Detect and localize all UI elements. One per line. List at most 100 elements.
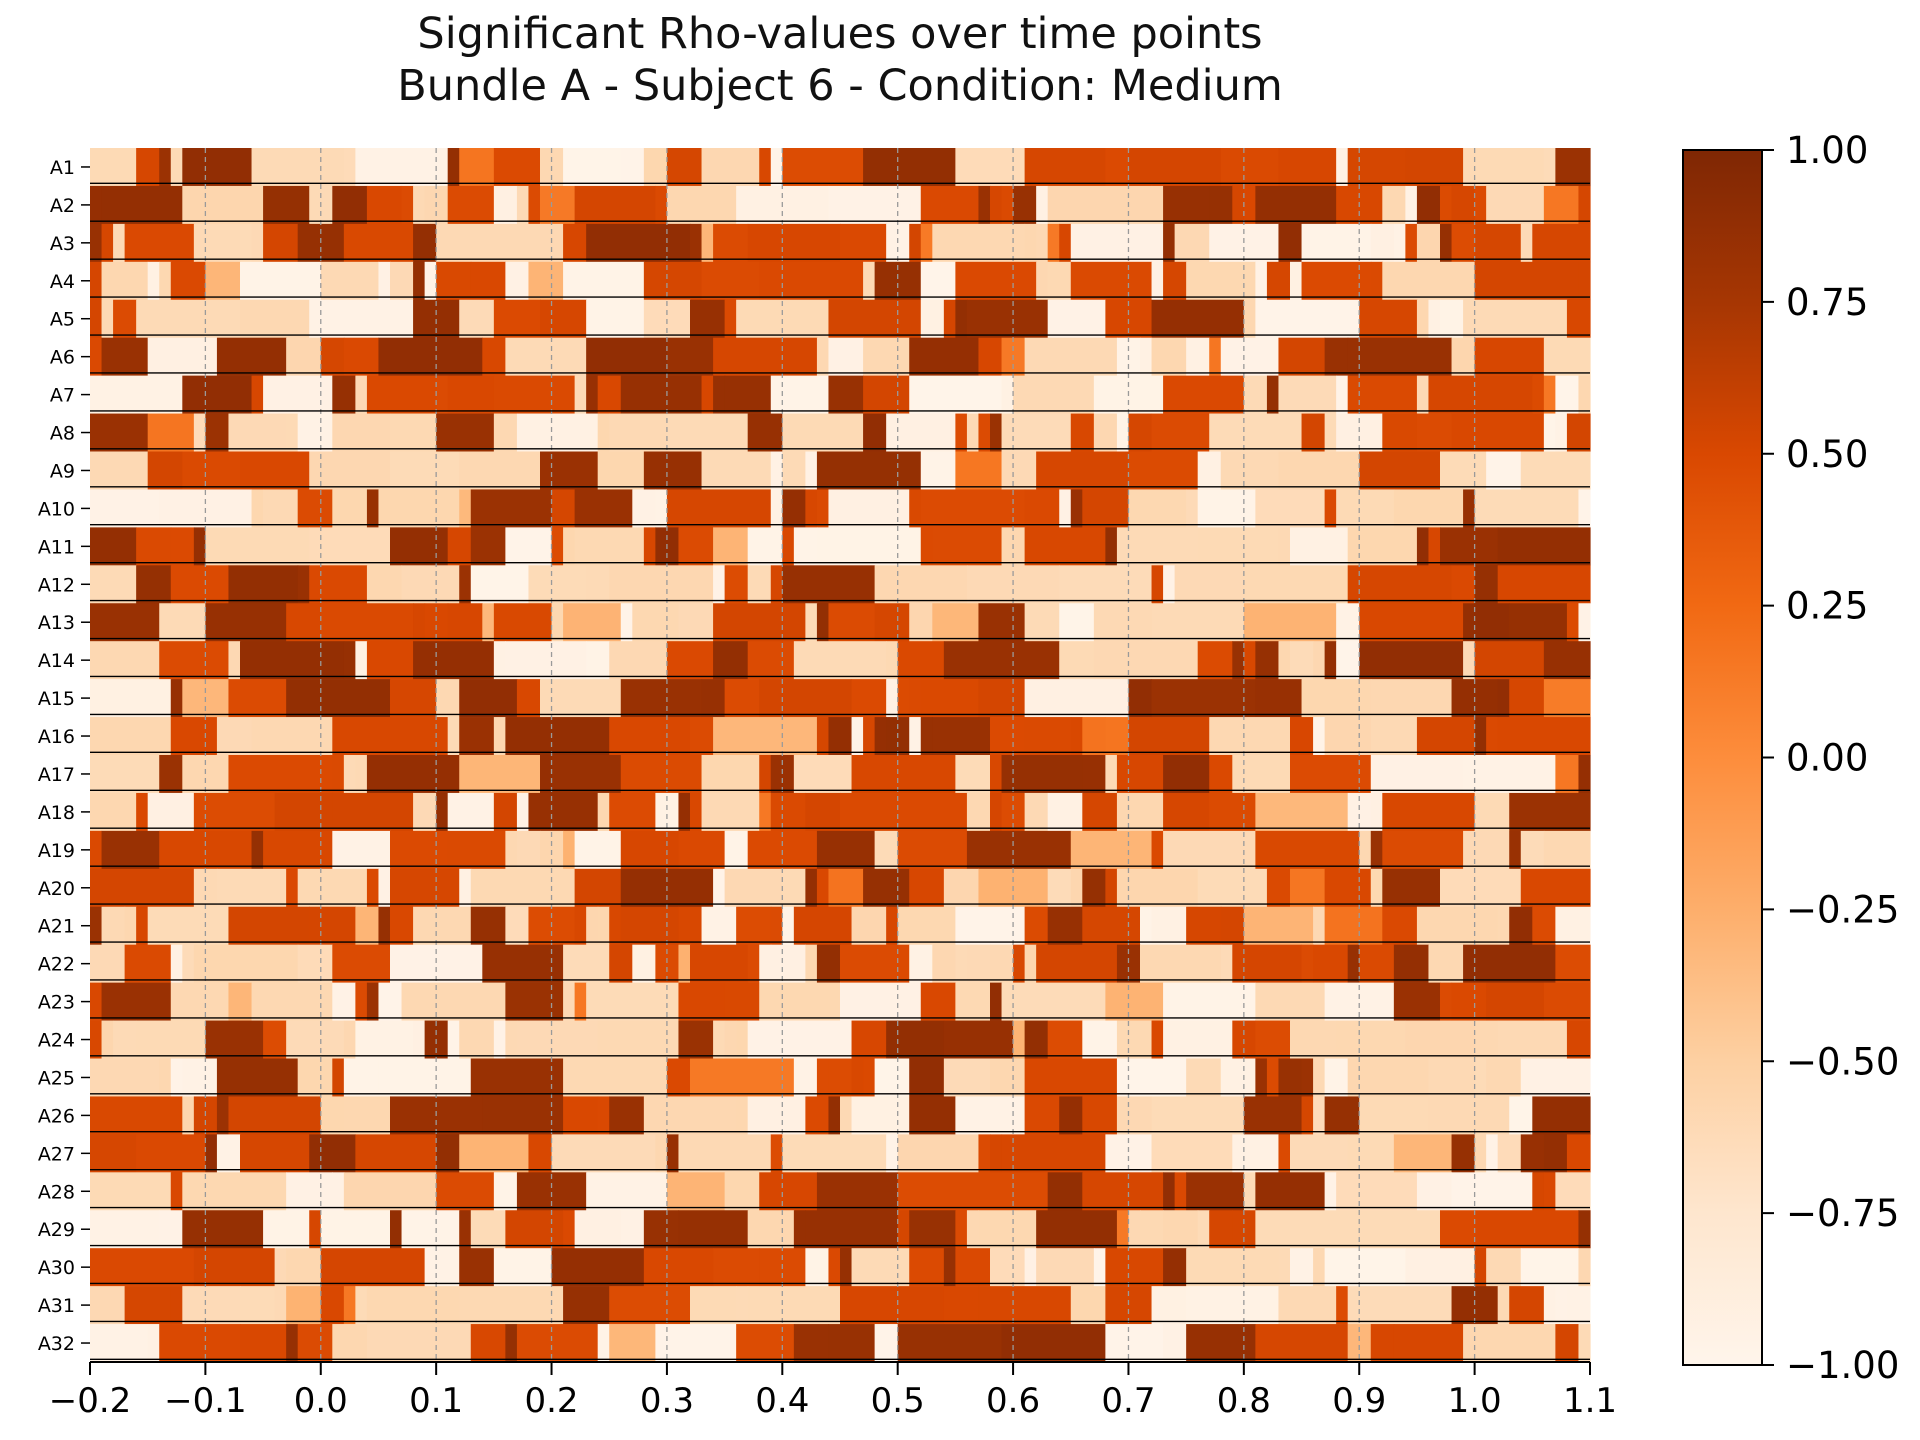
- heatmap-cell: [701, 375, 714, 414]
- heatmap-cell: [955, 1210, 968, 1249]
- heatmap-cell: [1243, 185, 1256, 225]
- heatmap-cell: [1428, 375, 1533, 414]
- heatmap-cell: [1486, 1058, 1522, 1097]
- x-tick-label: 0.4: [755, 1381, 809, 1421]
- heatmap-cell: [1405, 1020, 1476, 1059]
- heatmap-cell: [713, 223, 749, 263]
- heatmap-cell: [563, 223, 587, 263]
- heatmap-cell: [828, 299, 922, 338]
- heatmap-cell: [1347, 792, 1372, 832]
- heatmap-cell: [274, 1248, 287, 1287]
- heatmap-cell: [816, 603, 830, 642]
- heatmap-cell: [966, 944, 991, 983]
- heatmap-cell: [1036, 451, 1130, 490]
- heatmap-cell: [1036, 1248, 1095, 1287]
- heatmap-cell: [1151, 565, 1164, 604]
- heatmap-cell: [1220, 944, 1233, 983]
- heatmap-cell: [759, 261, 864, 301]
- heatmap-cell: [332, 792, 414, 832]
- heatmap-cell: [701, 261, 760, 301]
- heatmap-cell: [1255, 679, 1303, 718]
- heatmap-cell: [286, 1248, 322, 1287]
- heatmap-cell: [563, 261, 645, 301]
- heatmap-cell: [1047, 1020, 1083, 1059]
- heatmap-cell: [805, 1096, 830, 1135]
- heatmap-cell: [1497, 717, 1591, 756]
- heatmap-cell: [1486, 1134, 1499, 1173]
- heatmap-cell: [1024, 489, 1060, 528]
- heatmap-cell: [1024, 337, 1118, 376]
- heatmap-cell: [309, 299, 414, 338]
- heatmap-cell: [1347, 375, 1418, 414]
- heatmap-cell: [505, 337, 587, 376]
- heatmap-cell: [1116, 792, 1164, 832]
- heatmap-cell: [920, 717, 933, 756]
- heatmap-cell: [1405, 148, 1464, 187]
- heatmap-cell: [620, 755, 703, 794]
- heatmap-cell: [1163, 1248, 1187, 1287]
- heatmap-cell: [747, 944, 760, 983]
- heatmap-cell: [1116, 944, 1141, 983]
- heatmap-cell: [1186, 489, 1199, 528]
- heatmap-cell: [620, 679, 703, 718]
- heatmap-cell: [897, 489, 910, 528]
- heatmap-cell: [251, 717, 333, 756]
- heatmap-cell: [966, 413, 980, 452]
- heatmap-cell: [1209, 792, 1256, 832]
- heatmap-cell: [159, 261, 172, 301]
- heatmap-cell: [505, 1210, 564, 1249]
- heatmap-cell: [1555, 944, 1591, 983]
- heatmap-cell: [101, 906, 126, 945]
- heatmap-cell: [851, 755, 956, 794]
- heatmap-cell: [770, 148, 783, 187]
- heatmap-cell: [1116, 1058, 1187, 1097]
- heatmap-cell: [1116, 1096, 1153, 1135]
- heatmap-cell: [816, 337, 830, 376]
- heatmap-cell: [516, 679, 541, 718]
- heatmap-cell: [1555, 755, 1580, 794]
- heatmap-cell: [493, 299, 541, 338]
- heatmap-cell: [1128, 148, 1222, 187]
- heatmap-cell: [540, 185, 576, 225]
- heatmap-cell: [863, 868, 910, 908]
- heatmap-cell: [1116, 868, 1199, 908]
- heatmap-cell: [1232, 1134, 1280, 1173]
- heatmap-cell: [1509, 1286, 1545, 1325]
- heatmap-cell: [1543, 982, 1591, 1021]
- heatmap-cell: [713, 868, 726, 908]
- heatmap-cell: [170, 261, 206, 301]
- heatmap-cell: [1578, 755, 1591, 794]
- heatmap-cell: [690, 223, 703, 263]
- heatmap-cell: [1497, 565, 1591, 604]
- heatmap-cell: [1163, 261, 1187, 301]
- heatmap-cell: [955, 944, 968, 983]
- heatmap-cell: [805, 792, 841, 832]
- heatmap-cell: [828, 375, 864, 414]
- y-tick-label: A18: [38, 802, 75, 824]
- heatmap-cell: [759, 944, 772, 983]
- heatmap-cell: [574, 1210, 622, 1249]
- x-tick-label: 0.6: [986, 1381, 1040, 1421]
- heatmap-cell: [516, 413, 599, 452]
- heatmap-cell: [1324, 413, 1337, 452]
- heatmap-cell: [863, 1058, 876, 1097]
- heatmap-cell: [1220, 906, 1245, 945]
- heatmap-cell: [990, 1172, 1049, 1211]
- heatmap-cell: [1416, 223, 1441, 263]
- heatmap-cell: [1243, 1172, 1256, 1211]
- heatmap-cell: [505, 906, 530, 945]
- heatmap-cell: [1578, 375, 1591, 414]
- heatmap-cell: [747, 1096, 806, 1135]
- heatmap-cell: [586, 641, 610, 680]
- heatmap-cell: [1347, 527, 1418, 566]
- heatmap-cell: [886, 223, 899, 263]
- heatmap-cell: [355, 375, 368, 414]
- heatmap-cell: [1105, 1248, 1164, 1287]
- heatmap-cell: [1451, 565, 1476, 604]
- heatmap-cell: [897, 944, 910, 983]
- heatmap-cell: [1243, 641, 1256, 680]
- heatmap-cell: [574, 906, 587, 945]
- heatmap-cell: [493, 185, 518, 225]
- heatmap-cell: [713, 641, 749, 680]
- heatmap-cell: [1555, 375, 1580, 414]
